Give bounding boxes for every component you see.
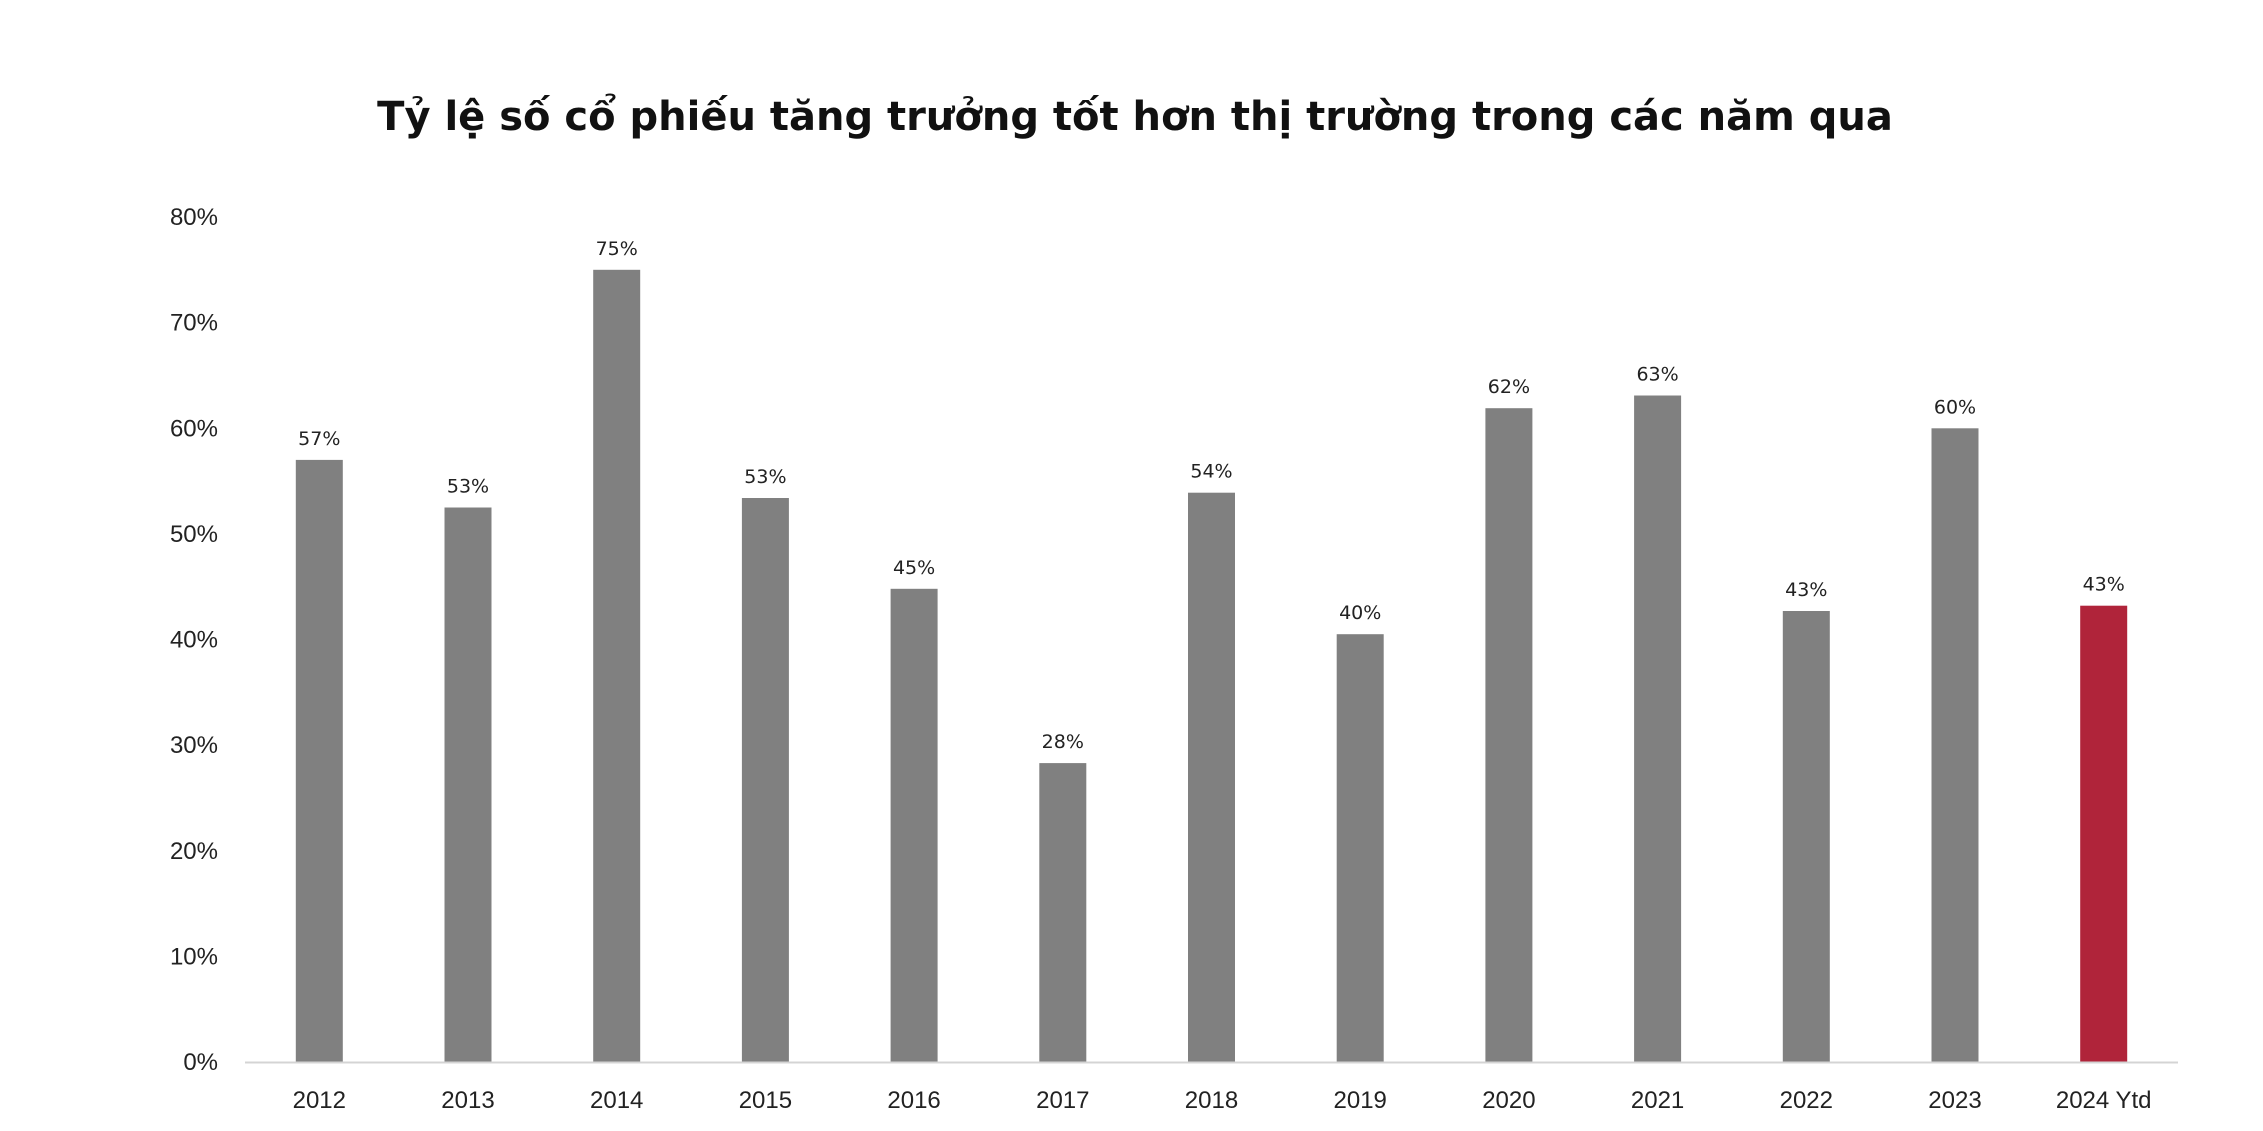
y-tick-label: 0% <box>183 1049 218 1076</box>
data-label: 57% <box>298 428 340 450</box>
bars <box>295 269 2128 1063</box>
x-tick-label: 2018 <box>1185 1087 1238 1114</box>
bar <box>1188 492 1235 1062</box>
x-tick-label: 2013 <box>441 1087 494 1114</box>
y-tick-label: 20% <box>170 838 218 865</box>
y-tick-label: 30% <box>170 732 218 759</box>
bar <box>1782 611 1830 1062</box>
data-label: 43% <box>1785 579 1827 601</box>
y-tick-label: 10% <box>170 943 218 970</box>
data-label: 28% <box>1042 731 1084 753</box>
x-tick-label: 2020 <box>1482 1087 1535 1114</box>
x-tick-label: 2016 <box>887 1087 940 1114</box>
x-tick-label: 2012 <box>293 1087 346 1114</box>
bar <box>444 507 492 1062</box>
y-tick-label: 70% <box>170 310 218 337</box>
bar <box>593 269 641 1062</box>
bar <box>1336 634 1384 1062</box>
data-label: 53% <box>447 476 489 498</box>
data-label: 40% <box>1339 602 1381 624</box>
bar <box>1634 395 1682 1062</box>
data-label: 43% <box>2083 574 2125 596</box>
y-axis-ticks: 0% 10% 20% 30% 40% 50% 60% 70% 80% <box>170 204 218 1076</box>
data-label: 60% <box>1934 396 1976 418</box>
y-tick-label: 80% <box>170 204 218 231</box>
data-label: 54% <box>1190 461 1232 483</box>
bar <box>295 459 343 1062</box>
chart-title: Tỷ lệ số cổ phiếu tăng trưởng tốt hơn th… <box>377 92 1893 140</box>
data-label: 75% <box>596 238 638 260</box>
x-tick-label: 2019 <box>1334 1087 1387 1114</box>
x-tick-label: 2015 <box>739 1087 792 1114</box>
y-tick-label: 50% <box>170 521 218 548</box>
bar <box>741 498 789 1062</box>
data-label: 45% <box>893 557 935 579</box>
data-labels: 57% 53% 75% 53% 45% 28% 54% 40% 62% 63% 43% 60% 43% <box>298 238 2125 753</box>
x-tick-label: 2017 <box>1036 1087 1089 1114</box>
y-tick-label: 40% <box>170 627 218 654</box>
bar <box>2080 605 2128 1062</box>
bar <box>1039 763 1087 1062</box>
bar <box>890 588 938 1062</box>
bar <box>1485 408 1533 1062</box>
bar <box>1931 428 1979 1063</box>
x-tick-label: 2022 <box>1780 1087 1833 1114</box>
x-tick-label: 2024 Ytd <box>2056 1087 2152 1114</box>
data-label: 63% <box>1636 364 1678 386</box>
x-tick-label: 2023 <box>1928 1087 1981 1114</box>
x-tick-label: 2014 <box>590 1087 643 1114</box>
x-tick-label: 2021 <box>1631 1087 1684 1114</box>
y-tick-label: 60% <box>170 415 218 442</box>
data-label: 62% <box>1488 376 1530 398</box>
x-axis-labels: 2012 2013 2014 2015 2016 2017 2018 2019 2020 2021… <box>293 1087 2152 1114</box>
data-label: 53% <box>744 466 786 488</box>
